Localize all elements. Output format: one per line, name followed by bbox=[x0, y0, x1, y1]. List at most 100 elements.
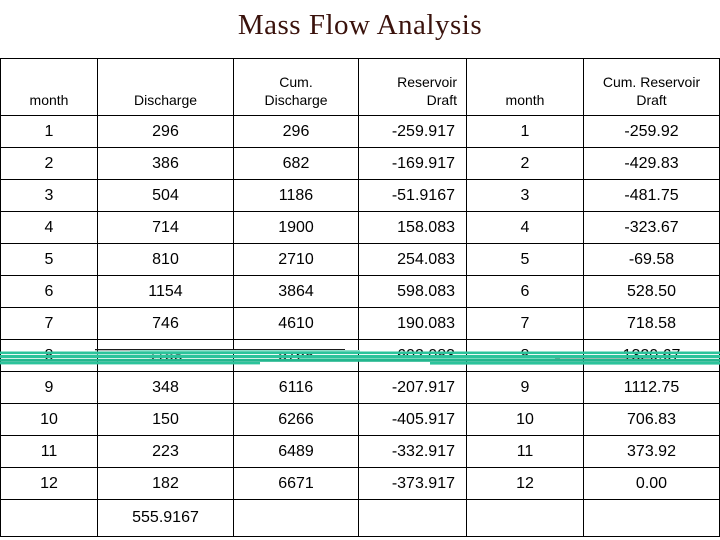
table-cell-month-left: 9 bbox=[0, 371, 98, 404]
table-cell-cum-discharge: 1186 bbox=[233, 179, 359, 212]
table-cell-month-right: 12 bbox=[466, 467, 584, 500]
table-cell-cum-reservoir-draft: -69.58 bbox=[583, 243, 720, 276]
table-cell-discharge: 746 bbox=[97, 307, 234, 340]
table-cell-discharge: 714 bbox=[97, 211, 234, 244]
table-cell-reservoir-draft: 598.083 bbox=[358, 275, 467, 308]
table-cell-discharge: 296 bbox=[97, 115, 234, 148]
table-total-row: 555.9167 bbox=[0, 499, 720, 537]
table-cell-cum-discharge: 6116 bbox=[233, 371, 359, 404]
table-cell-month-right: 3 bbox=[466, 179, 584, 212]
table-cell-month-left bbox=[0, 499, 98, 537]
table-cell-cum-reservoir-draft: 0.00 bbox=[583, 467, 720, 500]
table-cell-cum-discharge: 6266 bbox=[233, 403, 359, 436]
table-cell-month-left: 12 bbox=[0, 467, 98, 500]
table-cell-reservoir-draft: -332.917 bbox=[358, 435, 467, 468]
column-header-month-right: month bbox=[466, 58, 584, 116]
table-row: 10 150 6266 -405.917 10 706.83 bbox=[0, 403, 720, 436]
table-cell-reservoir-draft: -259.917 bbox=[358, 115, 467, 148]
table-row: 5 810 2710 254.083 5 -69.58 bbox=[0, 243, 720, 276]
table-cell-reservoir-draft: 190.083 bbox=[358, 307, 467, 340]
table-cell-cum-reservoir-draft bbox=[583, 499, 720, 537]
table-cell-month-left: 8 bbox=[0, 339, 98, 372]
table-cell-cum-discharge: 5768 bbox=[233, 339, 359, 372]
table-cell-cum-discharge: 4610 bbox=[233, 307, 359, 340]
table-cell-cum-reservoir-draft: 1320.67 bbox=[583, 339, 720, 372]
slide-title: Mass Flow Analysis bbox=[237, 9, 483, 41]
table-cell-discharge: 1154 bbox=[97, 275, 234, 308]
table-cell-month-left: 6 bbox=[0, 275, 98, 308]
table-cell-reservoir-draft: -169.917 bbox=[358, 147, 467, 180]
table-row: 4 714 1900 158.083 4 -323.67 bbox=[0, 211, 720, 244]
table-cell-month-left: 4 bbox=[0, 211, 98, 244]
table-row: 2 386 682 -169.917 2 -429.83 bbox=[0, 147, 720, 180]
table-cell-month-right: 9 bbox=[466, 371, 584, 404]
table-row: 12 182 6671 -373.917 12 0.00 bbox=[0, 467, 720, 500]
table-cell-reservoir-draft: -51.9167 bbox=[358, 179, 467, 212]
table-cell-cum-discharge: 6671 bbox=[233, 467, 359, 500]
table-cell-month-left: 5 bbox=[0, 243, 98, 276]
table-cell-reservoir-draft: 254.083 bbox=[358, 243, 467, 276]
table-cell-discharge: 555.9167 bbox=[97, 499, 234, 537]
table-cell-month-left: 3 bbox=[0, 179, 98, 212]
table-header: month Discharge Cum. Discharge Reservoir Draf… bbox=[0, 58, 720, 116]
table-cell-month-left: 7 bbox=[0, 307, 98, 340]
table-cell-month-right: 7 bbox=[466, 307, 584, 340]
column-header-cum-discharge: Cum. Discharge bbox=[233, 58, 359, 116]
table-cell-cum-reservoir-draft: 1112.75 bbox=[583, 371, 720, 404]
table-cell-month-left: 1 bbox=[0, 115, 98, 148]
table-row: 1 296 296 -259.917 1 -259.92 bbox=[0, 115, 720, 148]
table-cell-discharge: 504 bbox=[97, 179, 234, 212]
table-cell-month-right: 8 bbox=[466, 339, 584, 372]
table-cell-cum-reservoir-draft: -323.67 bbox=[583, 211, 720, 244]
table-cell-cum-discharge: 2710 bbox=[233, 243, 359, 276]
table-body: 1 296 296 -259.917 1 -259.92 2 386 682 -169.917 2-… bbox=[0, 115, 720, 537]
table-cell-discharge: 348 bbox=[97, 371, 234, 404]
table-cell-discharge: 1158 bbox=[97, 339, 234, 372]
table-cell-month-right: 4 bbox=[466, 211, 584, 244]
table-row: 3 504 1186 -51.9167 3 -481.75 bbox=[0, 179, 720, 212]
table-cell-reservoir-draft: 602.083 bbox=[358, 339, 467, 372]
table-cell-cum-reservoir-draft: -481.75 bbox=[583, 179, 720, 212]
table-cell-month-right: 1 bbox=[466, 115, 584, 148]
column-header-month-left: month bbox=[0, 58, 98, 116]
table-row: 6 1154 3864 598.083 6 528.50 bbox=[0, 275, 720, 308]
table-cell-cum-reservoir-draft: 718.58 bbox=[583, 307, 720, 340]
table-cell-discharge: 150 bbox=[97, 403, 234, 436]
table-cell-cum-reservoir-draft: -429.83 bbox=[583, 147, 720, 180]
table-cell-month-left: 11 bbox=[0, 435, 98, 468]
column-header-cum-reservoir-draft: Cum. Reservoir Draft bbox=[583, 58, 720, 116]
table-row: 8 1158 5768 602.083 8 1320.67 bbox=[0, 339, 720, 372]
table-header-row: month Discharge Cum. Discharge Reservoir Draf… bbox=[0, 58, 720, 116]
table-cell-discharge: 386 bbox=[97, 147, 234, 180]
table-cell-reservoir-draft: -207.917 bbox=[358, 371, 467, 404]
table-cell-cum-discharge: 1900 bbox=[233, 211, 359, 244]
table-row: 9 348 6116 -207.917 9 1112.75 bbox=[0, 371, 720, 404]
table-cell-reservoir-draft: -405.917 bbox=[358, 403, 467, 436]
table-cell-month-left: 2 bbox=[0, 147, 98, 180]
table-cell-cum-discharge bbox=[233, 499, 359, 537]
table-cell-reservoir-draft: -373.917 bbox=[358, 467, 467, 500]
table-cell-cum-discharge: 6489 bbox=[233, 435, 359, 468]
table-cell-month-right: 2 bbox=[466, 147, 584, 180]
table-cell-reservoir-draft bbox=[358, 499, 467, 537]
table-cell-month-right: 5 bbox=[466, 243, 584, 276]
table-cell-cum-reservoir-draft: -259.92 bbox=[583, 115, 720, 148]
table-cell-month-right: 11 bbox=[466, 435, 584, 468]
table-row: 11 223 6489 -332.917 11 373.92 bbox=[0, 435, 720, 468]
table-cell-reservoir-draft: 158.083 bbox=[358, 211, 467, 244]
table-cell-discharge: 810 bbox=[97, 243, 234, 276]
table-cell-cum-reservoir-draft: 373.92 bbox=[583, 435, 720, 468]
table-cell-month-left: 10 bbox=[0, 403, 98, 436]
table-cell-month-right bbox=[466, 499, 584, 537]
mass-flow-table: month Discharge Cum. Discharge Reservoir Draf… bbox=[0, 58, 720, 537]
table-cell-month-right: 6 bbox=[466, 275, 584, 308]
column-header-reservoir-draft: Reservoir Draft bbox=[358, 58, 467, 116]
table-row: 7 746 4610 190.083 7 718.58 bbox=[0, 307, 720, 340]
table-cell-month-right: 10 bbox=[466, 403, 584, 436]
table-cell-cum-discharge: 296 bbox=[233, 115, 359, 148]
column-header-discharge: Discharge bbox=[97, 58, 234, 116]
table-cell-cum-reservoir-draft: 528.50 bbox=[583, 275, 720, 308]
table-cell-cum-reservoir-draft: 706.83 bbox=[583, 403, 720, 436]
table-cell-discharge: 223 bbox=[97, 435, 234, 468]
